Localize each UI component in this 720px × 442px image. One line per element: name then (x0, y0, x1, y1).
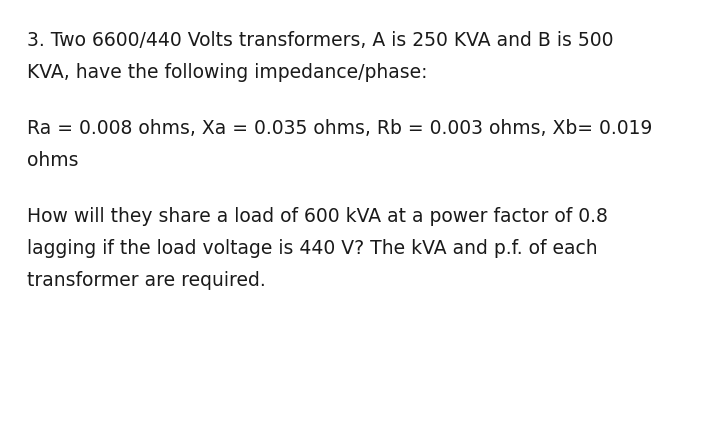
Text: 3. Two 6600/440 Volts transformers, A is 250 KVA and B is 500: 3. Two 6600/440 Volts transformers, A is… (27, 31, 614, 50)
Text: transformer are required.: transformer are required. (27, 271, 266, 290)
Text: How will they share a load of 600 kVA at a power factor of 0.8: How will they share a load of 600 kVA at… (27, 207, 608, 226)
Text: ohms: ohms (27, 151, 79, 170)
Text: lagging if the load voltage is 440 V? The kVA and p.f. of each: lagging if the load voltage is 440 V? Th… (27, 239, 598, 258)
Text: KVA, have the following impedance/phase:: KVA, have the following impedance/phase: (27, 63, 428, 82)
Text: Ra = 0.008 ohms, Xa = 0.035 ohms, Rb = 0.003 ohms, Xb= 0.019: Ra = 0.008 ohms, Xa = 0.035 ohms, Rb = 0… (27, 119, 653, 138)
